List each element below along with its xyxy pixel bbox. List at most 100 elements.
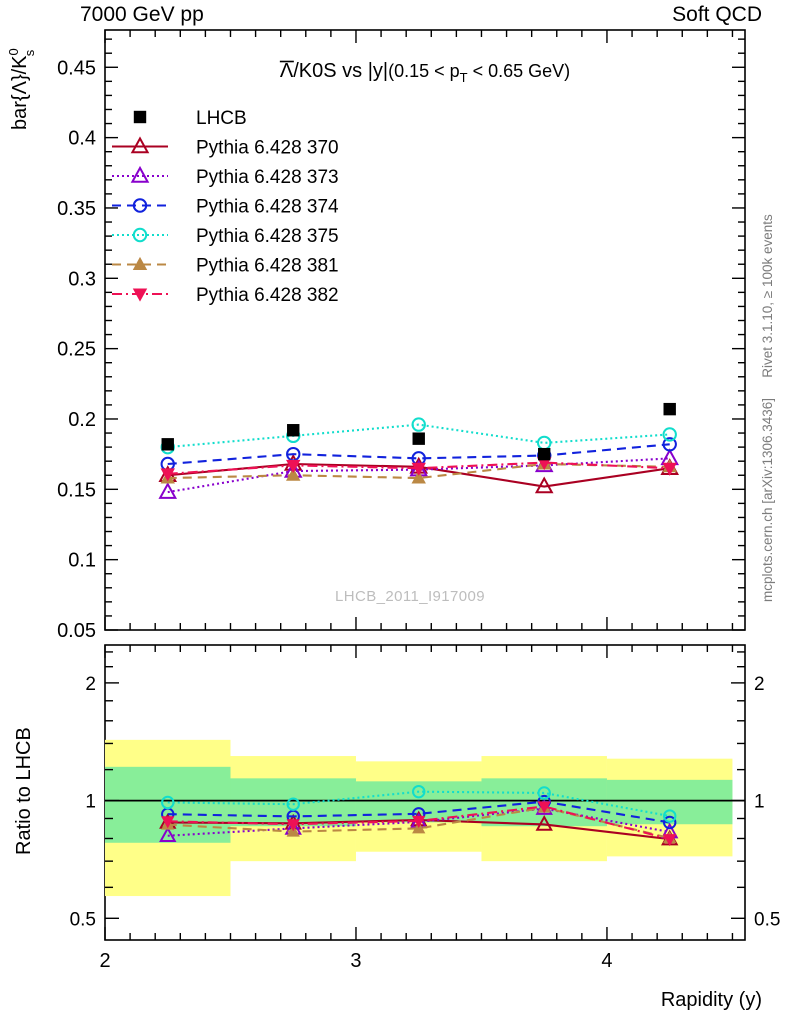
data-marker — [662, 462, 677, 476]
analysis-watermark: LHCB_2011_I917009 — [335, 588, 485, 605]
data-marker — [663, 815, 677, 830]
x-axis-label: Rapidity (y) — [661, 989, 762, 1011]
main-y-axis-label-text: bar{Λ}/K0s — [6, 48, 37, 130]
ratio-series-line — [167, 800, 670, 824]
header-process-label: Soft QCD — [672, 3, 762, 26]
mcplots-source-note: mcplots.cern.ch [arXiv:1306.3436] — [760, 398, 775, 602]
ratio-panel-ticks: 0.5 0.5 1 1 2 2 — [70, 651, 780, 930]
data-marker — [412, 815, 426, 828]
ratio-y-tick-label-left: 0.5 — [70, 909, 96, 930]
data-marker — [287, 424, 300, 437]
legend-label: Pythia 6.428 370 — [196, 138, 339, 159]
header-beam-label: 7000 GeV pp — [80, 3, 204, 26]
ratio-panel-series — [159, 784, 679, 847]
data-marker — [538, 447, 551, 461]
ratio-y-tick-label-right: 0.5 — [754, 909, 780, 930]
data-marker — [663, 834, 677, 847]
series-line — [167, 461, 670, 475]
series-line — [167, 462, 670, 480]
data-marker — [158, 482, 178, 499]
series-line — [167, 457, 670, 494]
main-y-tick-label: 0.3 — [68, 268, 96, 290]
x-tick-label: 3 — [350, 950, 361, 972]
main-panel-title: Λ/K0S vs |y|(0.15 < pT < 0.65 GeV) — [279, 60, 570, 85]
main-panel-ticks: 0.05 0.1 0.15 0.2 0.25 0.3 0.35 0.4 0.45 — [57, 38, 745, 642]
x-axis-ticks: 2 3 4 — [99, 30, 734, 972]
main-panel-frame — [104, 29, 746, 631]
ratio-band-stat — [105, 766, 231, 843]
ratio-band-stat — [230, 778, 356, 827]
data-marker — [130, 165, 150, 183]
ratio-uncertainty-bands — [105, 739, 733, 897]
main-y-tick-label: 0.45 — [57, 57, 96, 79]
legend-label: LHCB — [196, 108, 247, 129]
data-marker — [411, 462, 426, 476]
legend-label: Pythia 6.428 374 — [196, 197, 339, 218]
data-marker — [411, 470, 426, 484]
ratio-y-tick-label-right: 1 — [754, 792, 765, 813]
ratio-series-line — [167, 805, 670, 841]
legend[interactable]: LHCB Pythia 6.428 370 Pythia 6.428 373 Pyth… — [112, 108, 339, 306]
series-line — [167, 443, 670, 466]
ratio-y-tick-label-right: 2 — [754, 674, 765, 695]
data-marker — [161, 795, 175, 810]
data-marker — [161, 438, 174, 451]
data-marker — [412, 784, 426, 799]
legend-label: Pythia 6.428 382 — [196, 285, 339, 306]
legend-label: Pythia 6.428 373 — [196, 167, 339, 188]
data-marker — [662, 427, 677, 442]
data-marker — [159, 826, 177, 843]
data-marker — [411, 417, 426, 432]
main-y-tick-label: 0.05 — [57, 620, 96, 642]
data-marker — [537, 435, 552, 451]
data-marker — [537, 801, 551, 814]
main-y-tick-label: 0.2 — [68, 409, 96, 431]
main-y-axis-label: bar{Λ}/K0s — [6, 48, 37, 130]
ratio-y-tick-label-left: 2 — [85, 674, 96, 695]
main-y-tick-label: 0.25 — [57, 339, 96, 361]
legend-item-pythia-6-428-370[interactable]: Pythia 6.428 370 — [112, 136, 339, 159]
main-y-tick-label: 0.35 — [57, 198, 96, 220]
ratio-series-line — [167, 790, 670, 818]
legend-item-pythia-6-428-373[interactable]: Pythia 6.428 373 — [112, 165, 339, 188]
data-marker — [537, 786, 551, 800]
data-marker — [130, 136, 150, 154]
series-line — [167, 423, 670, 449]
data-marker — [663, 402, 676, 416]
legend-label: Pythia 6.428 381 — [196, 256, 339, 277]
legend-item-pythia-6-428-382[interactable]: Pythia 6.428 382 — [112, 285, 339, 306]
data-marker — [412, 432, 425, 445]
x-tick-label: 4 — [601, 950, 612, 972]
data-marker — [286, 459, 301, 474]
data-marker — [535, 815, 553, 831]
data-marker — [132, 288, 148, 302]
main-y-tick-label: 0.15 — [57, 479, 96, 501]
data-marker — [286, 819, 300, 832]
main-y-tick-label: 0.4 — [68, 128, 96, 150]
legend-item-pythia-6-428-374[interactable]: Pythia 6.428 374 — [112, 197, 339, 218]
ratio-y-axis-label: Ratio to LHCB — [13, 727, 35, 855]
data-marker — [160, 468, 175, 482]
data-marker — [132, 256, 148, 270]
main-panel-series — [158, 402, 680, 499]
data-marker — [286, 467, 301, 481]
title-lambda-bar: Λ/K0S vs |y|(0.15 < pT < 0.65 GeV) — [280, 60, 570, 85]
data-marker — [133, 110, 147, 124]
data-marker — [132, 227, 148, 243]
legend-item-pythia-6-428-375[interactable]: Pythia 6.428 375 — [112, 226, 339, 247]
data-marker — [663, 809, 677, 823]
data-marker — [536, 457, 552, 471]
main-y-tick-label: 0.1 — [68, 550, 96, 572]
legend-item-lhcb[interactable]: LHCB — [133, 108, 247, 129]
data-marker — [161, 816, 175, 829]
rivet-version-note: Rivet 3.1.10, ≥ 100k events — [760, 214, 775, 378]
data-marker — [662, 437, 677, 452]
data-marker — [286, 797, 300, 811]
data-marker — [534, 476, 554, 494]
legend-label: Pythia 6.428 375 — [196, 226, 339, 247]
ratio-y-tick-label-left: 1 — [85, 792, 96, 813]
legend-item-pythia-6-428-381[interactable]: Pythia 6.428 381 — [112, 256, 339, 277]
data-marker — [132, 198, 148, 213]
